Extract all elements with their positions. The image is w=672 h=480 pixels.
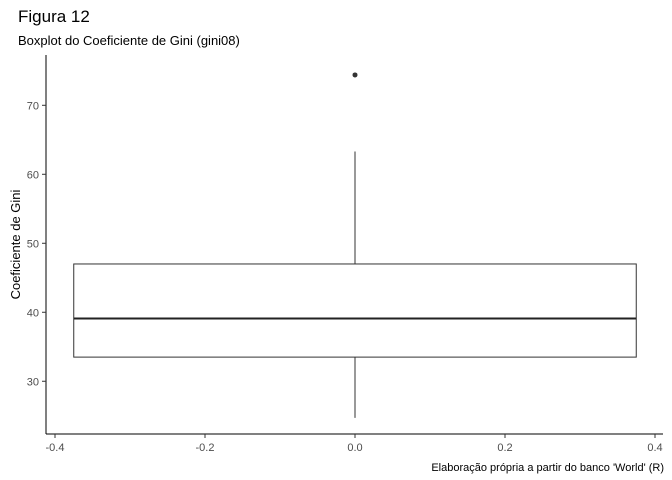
chart-subtitle: Boxplot do Coeficiente de Gini (gini08): [18, 33, 240, 48]
chart-caption: Elaboração própria a partir do banco 'Wo…: [431, 462, 664, 474]
x-tick-label: 0.0: [347, 442, 362, 454]
y-tick-label: 30: [27, 376, 39, 388]
x-tick-label: 0.4: [647, 442, 662, 454]
y-tick-label: 50: [27, 238, 39, 250]
x-tick-label: -0.4: [46, 442, 65, 454]
y-tick-label: 70: [27, 100, 39, 112]
chart-title: Figura 12: [18, 7, 90, 26]
x-tick-label: 0.2: [497, 442, 512, 454]
plot-layer: [73, 72, 637, 418]
iqr-box: [73, 263, 637, 358]
outlier-point: [352, 72, 358, 78]
y-tick-label: 60: [27, 169, 39, 181]
axes-layer: 30 40 50 60 70 -0.4 -0.2 0.0 0.2 0.4: [27, 55, 663, 454]
y-axis-title: Coeficiente de Gini: [8, 189, 23, 299]
x-tick-label: -0.2: [196, 442, 215, 454]
y-tick-label: 40: [27, 307, 39, 319]
